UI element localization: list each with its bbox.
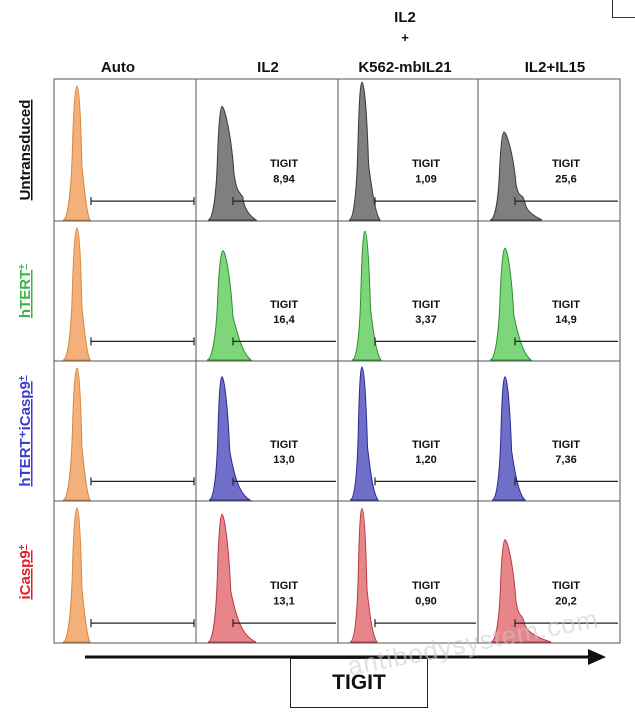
histogram-r0-c2 bbox=[348, 81, 381, 221]
histogram-r0-c1 bbox=[207, 105, 258, 221]
row-label-1: hTERT+ bbox=[17, 264, 35, 318]
gate-label-r2-c2: TIGIT bbox=[412, 439, 440, 451]
gate-value-r2-c3: 7,36 bbox=[555, 454, 576, 466]
column-header-2: K562-mbIL21 bbox=[358, 59, 451, 76]
histogram-r0-c3 bbox=[489, 131, 543, 221]
gate-label-r0-c2: TIGIT bbox=[412, 158, 440, 170]
gate-label-r2-c3: TIGIT bbox=[552, 439, 580, 451]
column-header-3: IL2+IL15 bbox=[525, 59, 585, 76]
row-label-sup-1: + bbox=[17, 264, 28, 270]
gate-value-r3-c1: 13,1 bbox=[273, 596, 294, 608]
histogram-r2-c2 bbox=[349, 366, 379, 501]
gate-value-r2-c1: 13,0 bbox=[273, 454, 294, 466]
gate-value-r0-c2: 1,09 bbox=[415, 174, 436, 186]
gate-value-r1-c1: 16,4 bbox=[273, 314, 295, 326]
row-label-2: hTERT⁺iCasp9+ bbox=[17, 375, 35, 486]
auto-histogram-0 bbox=[62, 85, 91, 221]
histogram-r3-c2 bbox=[349, 508, 378, 643]
x-axis-label: TIGIT bbox=[290, 658, 428, 708]
histogram-r1-c1 bbox=[206, 250, 253, 361]
gate-value-r0-c3: 25,6 bbox=[555, 174, 576, 186]
row-label-sup-2: + bbox=[17, 375, 28, 381]
gate-label-r0-c1: TIGIT bbox=[270, 158, 298, 170]
histogram-r1-c2 bbox=[351, 230, 382, 361]
gate-label-r1-c3: TIGIT bbox=[552, 299, 580, 311]
header-plus: + bbox=[401, 30, 409, 45]
auto-histogram-3 bbox=[62, 507, 91, 643]
auto-histogram-1 bbox=[62, 227, 91, 361]
gate-value-r0-c1: 8,94 bbox=[273, 174, 295, 186]
gate-label-r3-c2: TIGIT bbox=[412, 580, 440, 592]
auto-histogram-2 bbox=[62, 367, 91, 501]
gate-label-r0-c3: TIGIT bbox=[552, 158, 580, 170]
gate-value-r2-c2: 1,20 bbox=[415, 454, 436, 466]
row-label-0: Untransduced bbox=[17, 100, 34, 201]
row-label-sup-3: + bbox=[17, 544, 28, 550]
gate-value-r3-c3: 20,2 bbox=[555, 596, 576, 608]
gate-label-r1-c1: TIGIT bbox=[270, 299, 298, 311]
gate-label-r3-c1: TIGIT bbox=[270, 580, 298, 592]
row-label-3: iCasp9+ bbox=[17, 544, 35, 599]
corner-frame bbox=[612, 0, 635, 18]
histogram-r2-c3 bbox=[491, 376, 527, 501]
histogram-r3-c1 bbox=[207, 513, 257, 643]
header-top-line: IL2 bbox=[394, 9, 416, 26]
gate-label-r3-c3: TIGIT bbox=[552, 580, 580, 592]
column-header-0: Auto bbox=[101, 59, 135, 76]
histogram-r1-c3 bbox=[489, 247, 533, 361]
gate-value-r1-c3: 14,9 bbox=[555, 314, 576, 326]
gate-label-r2-c1: TIGIT bbox=[270, 439, 298, 451]
x-axis-arrow-head bbox=[588, 649, 606, 665]
histogram-r3-c3 bbox=[490, 539, 552, 643]
gate-value-r3-c2: 0,90 bbox=[415, 596, 436, 608]
gate-value-r1-c2: 3,37 bbox=[415, 314, 436, 326]
column-header-1: IL2 bbox=[257, 59, 279, 76]
histogram-r2-c1 bbox=[208, 376, 252, 501]
gate-label-r1-c2: TIGIT bbox=[412, 299, 440, 311]
